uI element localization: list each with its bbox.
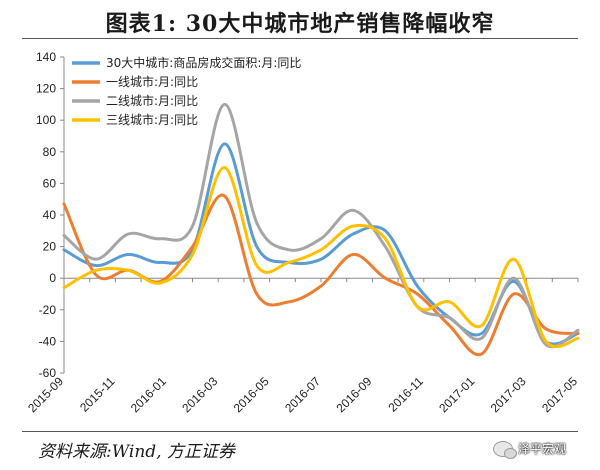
y-tick-label: -20 xyxy=(39,303,57,317)
y-tick-label: 140 xyxy=(36,50,56,64)
series-line-4 xyxy=(62,166,580,349)
legend-label-4: 三线城市:月:同比 xyxy=(106,112,198,127)
legend-label-3: 二线城市:月:同比 xyxy=(106,93,198,108)
chart-title: 图表1: 30大中城市地产销售降幅收窄 xyxy=(105,11,495,37)
x-tick-label: 2016-05 xyxy=(231,374,272,415)
y-tick-label: 120 xyxy=(36,82,56,96)
y-tick-label: 40 xyxy=(43,208,57,222)
x-tick-label: 2016-07 xyxy=(282,374,323,415)
title-underline xyxy=(22,38,578,39)
x-tick-label: 2016-03 xyxy=(179,374,220,415)
x-tick-label: 2016-09 xyxy=(333,374,374,415)
y-tick-label: 20 xyxy=(43,240,57,254)
y-tick-label: 80 xyxy=(43,145,57,159)
y-tick-label: 0 xyxy=(49,271,56,285)
x-tick-label: 2015-11 xyxy=(77,374,118,415)
x-tick-label: 2017-03 xyxy=(488,374,529,415)
y-tick-label: 60 xyxy=(43,176,57,190)
series-lines xyxy=(62,102,580,357)
x-tick-label: 2015-09 xyxy=(25,374,66,415)
chart-legend: 30大中城市:商品房成交面积:月:同比一线城市:月:同比二线城市:月:同比三线城… xyxy=(72,55,301,127)
y-tick-label: 100 xyxy=(36,113,56,127)
y-axis-ticks: -60 -40 -20 0 20 40 60 80 100 120 140 xyxy=(36,50,64,380)
legend-label-1: 30大中城市:商品房成交面积:月:同比 xyxy=(106,55,301,70)
x-tick-label: 2016-11 xyxy=(386,374,427,415)
source-note: 资料来源:Wind, 方正证券 xyxy=(38,442,235,462)
y-tick-label: -60 xyxy=(39,366,57,380)
x-tick-label: 2016-01 xyxy=(128,374,169,415)
line-chart: -60 -40 -20 0 20 40 60 80 100 120 140 2015-09 2015-… xyxy=(25,50,580,415)
x-tick-label: 2017-05 xyxy=(539,374,580,415)
watermark: 泽平宏观 xyxy=(492,440,566,459)
legend-label-2: 一线城市:月:同比 xyxy=(106,74,198,89)
x-tick-label: 2017-01 xyxy=(436,374,477,415)
y-tick-label: -40 xyxy=(39,334,57,348)
source-divider xyxy=(22,431,578,432)
watermark-text: 泽平宏观 xyxy=(517,442,566,456)
series-line-3 xyxy=(62,102,580,349)
wechat-icon xyxy=(492,440,517,459)
